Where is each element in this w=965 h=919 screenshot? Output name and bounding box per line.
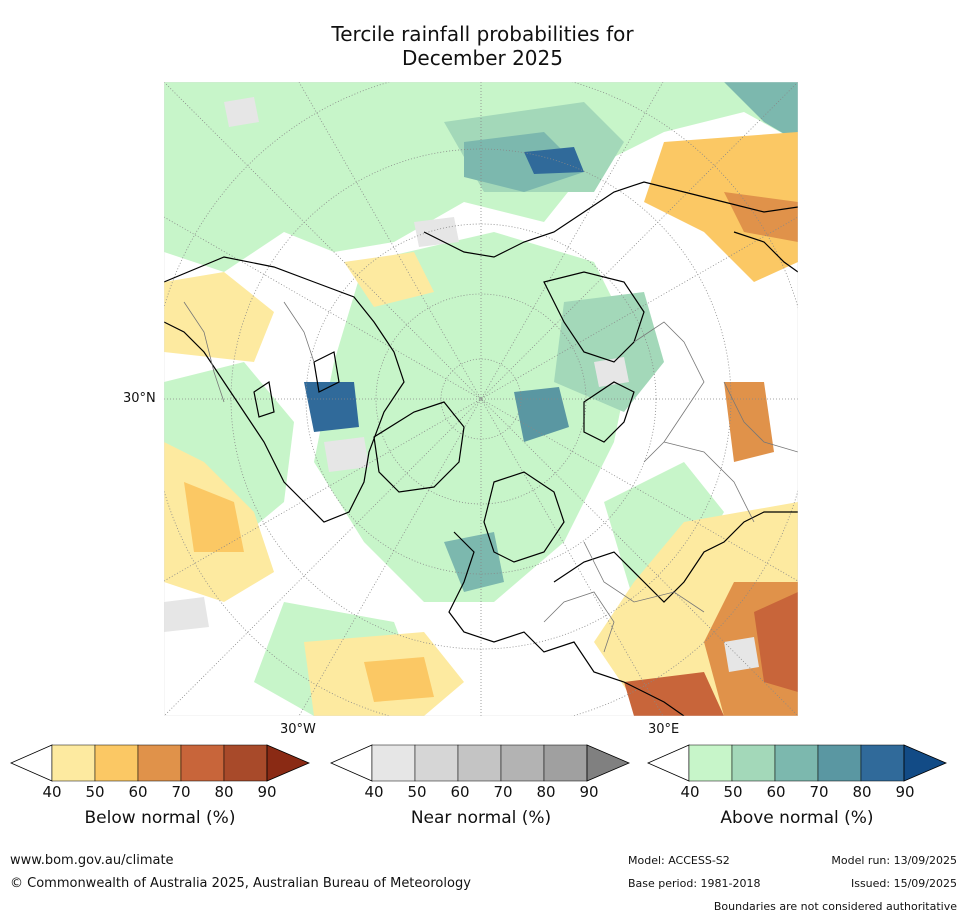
below-swatch-1 [51,744,96,782]
copyright-text: © Commonwealth of Australia 2025, Austra… [10,876,471,891]
below-swatch-low [10,744,53,782]
above-normal-regions [164,82,798,716]
above-tick-50: 50 [723,783,743,801]
website-link[interactable]: www.bom.gov.au/climate [10,853,174,868]
above-tick-60: 60 [766,783,786,801]
below-tick-40: 40 [42,783,62,801]
base-period: Base period: 1981-2018 [628,877,761,890]
above-tick-40: 40 [680,783,700,801]
model-name: Model: ACCESS-S2 [628,854,730,867]
colorbar-above [647,744,947,782]
above-tick-80: 80 [852,783,872,801]
lon-label-30w: 30°W [280,722,316,737]
near-tick-80: 80 [536,783,556,801]
map-title-line2: December 2025 [402,46,563,70]
below-swatch-3 [137,744,182,782]
above-swatch-5 [860,744,905,782]
near-tick-70: 70 [493,783,513,801]
near-swatch-3 [457,744,502,782]
lat-label-30n: 30°N [123,391,156,406]
below-swatch-4 [180,744,225,782]
colorbar-near-swatches [330,744,631,782]
below-swatch-5 [223,744,268,782]
near-tick-90: 90 [579,783,599,801]
below-tick-90: 90 [257,783,277,801]
near-swatch-5 [543,744,588,782]
lon-label-30e: 30°E [648,722,680,737]
issued-date: Issued: 15/09/2025 [850,877,957,890]
national-borders [183,301,798,653]
near-normal-regions [164,97,759,672]
near-swatch-2 [414,744,459,782]
above-swatch-1 [688,744,733,782]
colorbar-near [330,744,631,782]
above-swatch-4 [817,744,862,782]
below-swatch-2 [94,744,139,782]
above-tick-70: 70 [809,783,829,801]
above-swatch-3 [774,744,819,782]
colorbar-above-swatches [647,744,947,782]
boundary-disclaimer: Boundaries are not considered authoritat… [713,900,957,913]
above-tick-90: 90 [895,783,915,801]
colorbar-below-swatches [10,744,310,782]
near-tick-50: 50 [407,783,427,801]
above-swatch-low [647,744,690,782]
legend-title-near: Near normal (%) [410,808,552,828]
model-run-date: Model run: 13/09/2025 [831,854,957,867]
above-swatch-2 [731,744,776,782]
coastlines [164,181,798,716]
above-swatch-high [903,744,947,782]
below-tick-60: 60 [128,783,148,801]
near-swatch-1 [371,744,416,782]
map-title-line1: Tercile rainfall probabilities for [331,22,634,46]
legend-title-below: Below normal (%) [84,808,236,828]
below-swatch-high [266,744,310,782]
near-tick-60: 60 [450,783,470,801]
below-tick-50: 50 [85,783,105,801]
forecast-map [164,82,798,716]
near-swatch-4 [500,744,545,782]
below-tick-70: 70 [171,783,191,801]
legend-title-above: Above normal (%) [720,808,874,828]
colorbar-below [10,744,310,782]
below-tick-80: 80 [214,783,234,801]
near-tick-40: 40 [364,783,384,801]
near-swatch-high [586,744,631,782]
near-swatch-low [330,744,373,782]
